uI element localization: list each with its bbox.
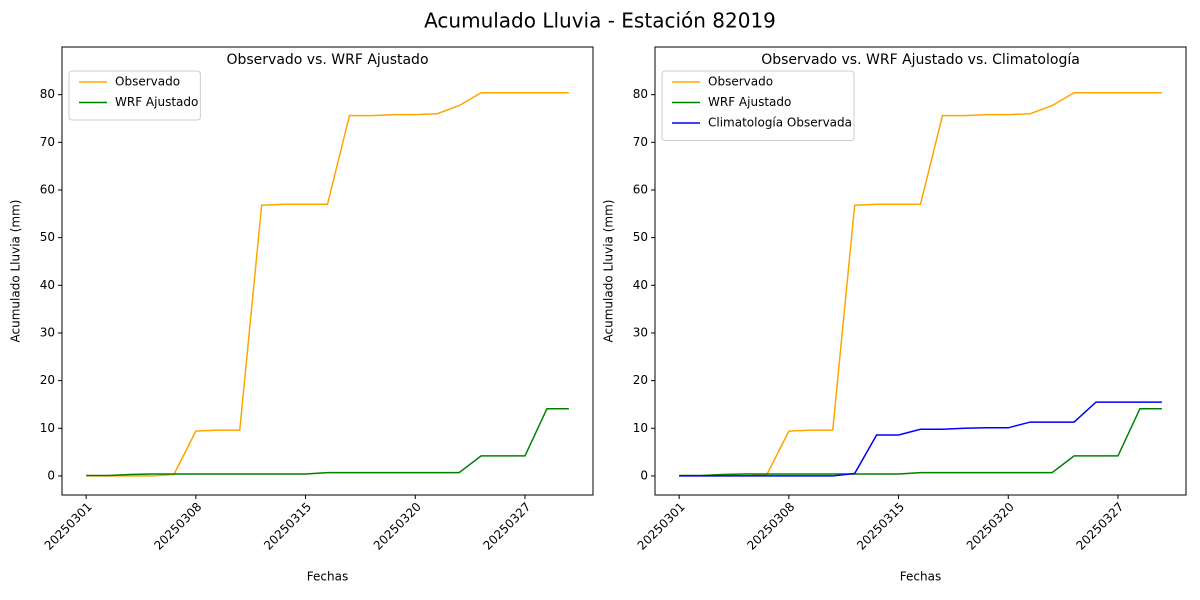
figure-title: Acumulado Lluvia - Estación 82019 — [424, 9, 776, 33]
y-tick-label: 40 — [40, 278, 55, 292]
y-tick-label: 70 — [633, 135, 648, 149]
x-axis-label: Fechas — [900, 570, 941, 584]
x-tick-label: 20250301 — [635, 500, 688, 553]
x-tick-label: 20250315 — [261, 500, 314, 553]
data-line — [86, 407, 569, 477]
subplot-title: Observado vs. WRF Ajustado vs. Climatolo… — [761, 52, 1080, 68]
y-tick-label: 70 — [40, 135, 55, 149]
x-tick-label: 20250315 — [854, 500, 907, 553]
axes-frame — [654, 46, 1187, 496]
legend: Observado WRF Ajustado — [68, 70, 201, 121]
y-tick-label: 10 — [40, 421, 55, 435]
y-axis-label: Acumulado Lluvia (mm) — [9, 200, 23, 343]
legend-label: Climatología Observada — [708, 116, 852, 130]
y-tick-label: 0 — [640, 468, 648, 482]
y-tick-label: 30 — [633, 325, 648, 339]
y-tick-label: 0 — [47, 468, 55, 482]
x-tick-label: 20250308 — [744, 500, 797, 553]
subplot-title: Observado vs. WRF Ajustado — [226, 52, 428, 68]
data-line — [679, 407, 1162, 477]
y-tick-label: 50 — [633, 230, 648, 244]
y-tick-label: 20 — [40, 373, 55, 387]
legend: Observado WRF Ajustado Climatología Observ… — [661, 70, 855, 141]
y-tick-label: 20 — [633, 373, 648, 387]
data-line — [679, 401, 1162, 477]
legend-box — [661, 70, 855, 141]
x-tick-label: 20250327 — [1073, 500, 1126, 553]
x-tick-label: 20250301 — [42, 500, 95, 553]
y-tick-label: 10 — [633, 421, 648, 435]
x-axis-label: Fechas — [307, 570, 348, 584]
legend-box — [68, 70, 201, 121]
y-tick-label: 80 — [40, 87, 55, 101]
y-tick-label: 40 — [633, 278, 648, 292]
axes-frame — [61, 46, 594, 496]
y-tick-label: 30 — [40, 325, 55, 339]
data-line — [679, 92, 1162, 477]
x-tick-label: 20250320 — [371, 500, 424, 553]
y-tick-label: 60 — [40, 182, 55, 196]
x-tick-label: 20250308 — [151, 500, 204, 553]
data-line — [86, 92, 569, 477]
legend-label: Observado — [708, 75, 773, 89]
x-tick-label: 20250320 — [964, 500, 1017, 553]
y-axis-label: Acumulado Lluvia (mm) — [602, 200, 616, 343]
x-tick-label: 20250327 — [480, 500, 533, 553]
y-tick-label: 80 — [633, 87, 648, 101]
legend-label: WRF Ajustado — [708, 95, 791, 109]
legend-label: Observado — [115, 75, 180, 89]
y-tick-label: 60 — [633, 182, 648, 196]
y-tick-label: 50 — [40, 230, 55, 244]
legend-label: WRF Ajustado — [115, 95, 198, 109]
